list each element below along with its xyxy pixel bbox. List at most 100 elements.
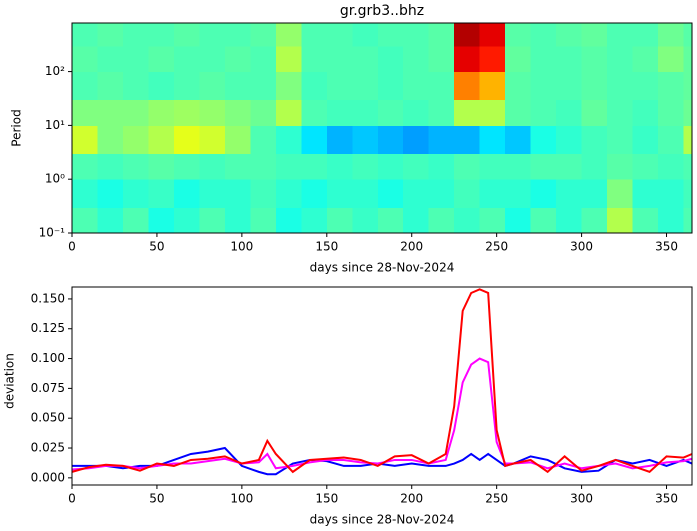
x-tick-label: 200 <box>400 492 423 506</box>
heatmap-cell <box>72 179 98 208</box>
heatmap-cell <box>97 125 124 155</box>
heatmap-cell <box>556 23 583 47</box>
x-tick-label: 350 <box>655 240 678 254</box>
heatmap-cell <box>658 23 685 47</box>
heatmap-cell <box>224 45 251 73</box>
heatmap-cell <box>581 99 608 126</box>
data-line <box>71 357 693 471</box>
heatmap-cell <box>173 207 200 234</box>
heatmap-cell <box>199 207 226 234</box>
heatmap-cell <box>377 23 404 47</box>
heatmap-cell <box>97 23 124 47</box>
heatmap-cell <box>224 99 251 126</box>
heatmap-cell <box>122 23 149 47</box>
x-tick-label: 300 <box>570 492 593 506</box>
heatmap-cell <box>275 153 302 180</box>
heatmap-cell <box>326 99 353 126</box>
data-line <box>71 288 693 474</box>
heatmap-cell <box>454 71 481 101</box>
heatmap-cell <box>607 179 634 208</box>
heatmap-cell <box>148 153 175 180</box>
heatmap-cell <box>505 179 532 208</box>
heatmap-cell <box>352 23 379 47</box>
heatmap-cell <box>326 125 353 155</box>
heatmap-cell <box>454 153 481 180</box>
heatmap-cell <box>72 207 98 234</box>
heatmap-cell <box>173 153 200 180</box>
heatmap-cell <box>403 153 430 180</box>
heatmap-cell <box>428 125 455 155</box>
heatmap-cell <box>658 125 685 155</box>
heatmap-cell <box>658 99 685 126</box>
heatmap-cell <box>505 99 532 126</box>
y-tick-label: 10² <box>45 64 65 78</box>
heatmap-cell <box>556 153 583 180</box>
heatmap-cell <box>301 23 328 47</box>
heatmap-cell <box>403 45 430 73</box>
heatmap-cell <box>148 207 175 234</box>
heatmap-cell <box>632 125 659 155</box>
heatmap-cell <box>556 45 583 73</box>
heatmap-cell <box>352 207 379 234</box>
heatmap-cell <box>97 71 124 101</box>
heatmap-cell <box>505 207 532 234</box>
heatmap-cell <box>352 125 379 155</box>
heatmap-cell <box>173 125 200 155</box>
heatmap-cell <box>224 153 251 180</box>
heatmap-cell <box>275 45 302 73</box>
heatmap-cell <box>683 23 693 47</box>
heatmap-cell <box>224 125 251 155</box>
x-tick-label: 100 <box>230 240 253 254</box>
heatmap-cell <box>97 99 124 126</box>
heatmap-cell <box>326 71 353 101</box>
heatmap-cell <box>632 71 659 101</box>
heatmap-cell <box>428 23 455 47</box>
y-tick-label: 0.075 <box>31 381 65 395</box>
heatmap-cell <box>301 207 328 234</box>
heatmap-cell <box>403 23 430 47</box>
heatmap-cell <box>454 125 481 155</box>
heatmap-cell <box>454 207 481 234</box>
heatmap-cell <box>173 45 200 73</box>
heatmap-cell <box>377 125 404 155</box>
heatmap-cell <box>377 153 404 180</box>
heatmap-cell <box>301 45 328 73</box>
heatmap-cell <box>658 71 685 101</box>
heatmap-cell <box>479 153 506 180</box>
heatmap-cell <box>275 23 302 47</box>
heatmap-cell <box>505 153 532 180</box>
heatmap-cell <box>122 153 149 180</box>
heatmap-cell <box>377 179 404 208</box>
y-tick-label: 0.100 <box>31 351 65 365</box>
heatmap-cell <box>581 207 608 234</box>
heatmap-cell <box>658 45 685 73</box>
heatmap-cell <box>683 71 693 101</box>
y-tick-label: 0.000 <box>31 470 65 484</box>
heatmap-cell <box>479 99 506 126</box>
y-axis-label: Period <box>10 109 24 146</box>
x-tick-label: 300 <box>570 240 593 254</box>
heatmap-cell <box>581 71 608 101</box>
heatmap-cell <box>352 99 379 126</box>
heatmap-cell <box>479 71 506 101</box>
heatmap-cell <box>326 179 353 208</box>
x-axis-label: days since 28-Nov-2024 <box>310 513 455 527</box>
plot-frame <box>71 286 693 486</box>
heatmap-cell <box>250 207 277 234</box>
y-tick-label: 10⁰ <box>45 172 65 186</box>
heatmap-cell <box>275 99 302 126</box>
x-tick-label: 100 <box>230 492 253 506</box>
heatmap-cell <box>530 45 557 73</box>
heatmap-cell <box>301 125 328 155</box>
heatmap-cell <box>173 179 200 208</box>
heatmap-cell <box>479 207 506 234</box>
heatmap-cell <box>632 179 659 208</box>
heatmap-cell <box>683 125 693 155</box>
plot-frame <box>71 22 693 234</box>
heatmap-cell <box>683 207 693 234</box>
heatmap-cell <box>72 23 98 47</box>
heatmap-cell <box>173 99 200 126</box>
heatmap-cell <box>326 23 353 47</box>
heatmap-cell <box>403 207 430 234</box>
